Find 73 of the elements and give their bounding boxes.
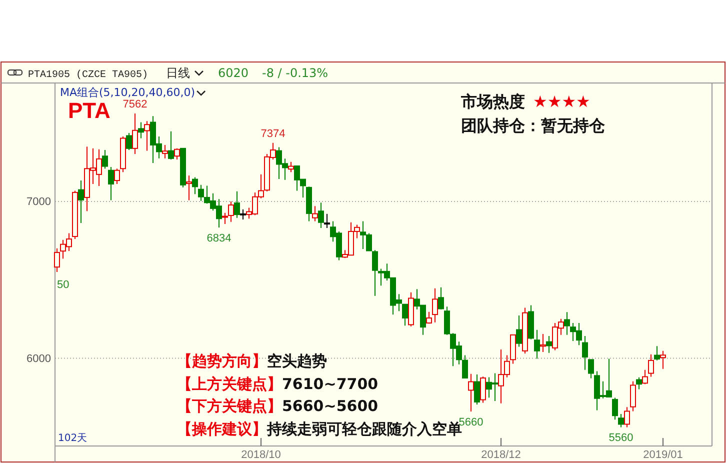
candlestick (126, 132, 132, 150)
candlestick (114, 168, 120, 184)
annotation: 7562 (122, 98, 148, 110)
text: 日线 (166, 66, 190, 80)
annotation: 【操作建议】 (177, 420, 267, 438)
candlestick (654, 346, 660, 361)
candlestick (162, 144, 168, 159)
text: 6020 (218, 66, 249, 80)
candlestick (588, 359, 594, 379)
annotation: 市场热度 (460, 92, 525, 111)
candlestick (438, 286, 444, 310)
x-tick-label: 2019/01 (643, 448, 683, 461)
candlestick (612, 397, 618, 420)
annotation: 102天 (58, 433, 88, 444)
candlestick (624, 406, 630, 428)
candlestick (108, 166, 114, 201)
candlestick (540, 333, 546, 352)
annotation: MA组合(5,10,20,40,60,0) (60, 86, 196, 99)
candlestick (402, 304, 408, 326)
x-tick-label: 2018/12 (481, 448, 521, 461)
annotation: 【下方关键点】 (177, 397, 282, 415)
text: -8 / -0.13% (262, 66, 328, 80)
candlestick (228, 201, 234, 222)
candlestick (636, 376, 642, 390)
annotation: 【趋势方向】 (177, 352, 267, 370)
candlestick (660, 350, 666, 370)
candlestick (288, 161, 294, 173)
candlestick (102, 149, 108, 170)
annotation: 50 (57, 279, 70, 291)
candlestick (318, 202, 324, 229)
y-tick-label: 7000 (26, 196, 51, 208)
candlestick (192, 176, 198, 195)
candlestick (480, 376, 486, 404)
candlestick (534, 329, 540, 360)
candlestick (240, 208, 246, 220)
annotation: 【上方关键点】 (177, 375, 282, 393)
text: PTA (68, 98, 110, 123)
annotation: 5560 (608, 432, 634, 444)
annotation: 团队持仓：暂无持仓 (461, 116, 606, 135)
candlestick (144, 120, 150, 152)
annotation: ★★★★ (533, 92, 590, 111)
candlestick (312, 206, 318, 222)
candlestick (234, 190, 240, 218)
candlestick (324, 213, 330, 229)
annotation: 7374 (260, 128, 286, 140)
candlestick (630, 380, 636, 412)
candlestick (138, 122, 144, 139)
text: PTA1905 (CZCE TA905) (28, 69, 148, 81)
candlestick (618, 414, 624, 428)
candlestick (642, 369, 648, 385)
candlestick (432, 288, 438, 323)
candlestick (168, 130, 174, 160)
x-tick-label: 2018/10 (241, 448, 281, 461)
candlestick (132, 112, 138, 155)
candlestick (372, 250, 378, 296)
candlestick (54, 248, 60, 273)
candlestick (564, 312, 570, 336)
candlestick (546, 335, 552, 354)
candlestick (174, 148, 180, 160)
candlestick (516, 314, 522, 348)
candlestick (78, 180, 84, 224)
y-tick-label: 6000 (26, 352, 51, 365)
candlestick (222, 212, 228, 224)
annotation: 空头趋势 (267, 352, 327, 370)
candlestick (582, 335, 588, 370)
annotation: 7610~7700 (282, 375, 378, 393)
candlestick (186, 175, 192, 201)
annotation: 5660~5600 (282, 397, 378, 415)
candlestick (468, 373, 474, 412)
annotation: 6834 (206, 232, 232, 245)
candlestick (474, 374, 480, 405)
candlestick (462, 354, 468, 378)
candlestick (648, 354, 654, 378)
